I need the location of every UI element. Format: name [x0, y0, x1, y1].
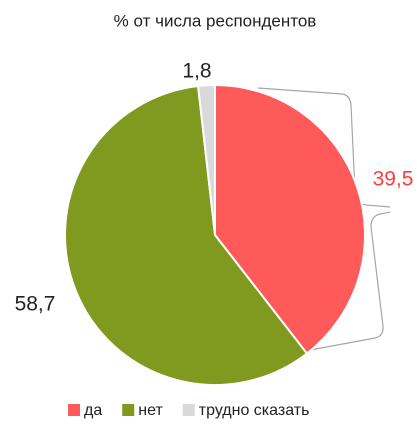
value-label: 1,8 [182, 60, 211, 83]
legend: да нет трудно сказать [68, 402, 309, 419]
legend-swatch [68, 404, 80, 416]
pie-slice [214, 83, 366, 355]
legend-label: трудно сказать [199, 402, 310, 419]
legend-label: нет [138, 402, 163, 419]
pie [64, 83, 366, 386]
pie-slice [64, 84, 309, 386]
legend-label: да [84, 402, 102, 419]
pie-slice [196, 83, 216, 236]
value-label: 58,7 [15, 293, 56, 316]
value-label: 39,5 [373, 168, 414, 191]
legend-swatch [122, 404, 135, 416]
chart-title: % от числа респондентов [114, 11, 317, 30]
value-labels: 39,5 58,7 1,8 [15, 60, 414, 316]
legend-swatch [182, 404, 195, 416]
